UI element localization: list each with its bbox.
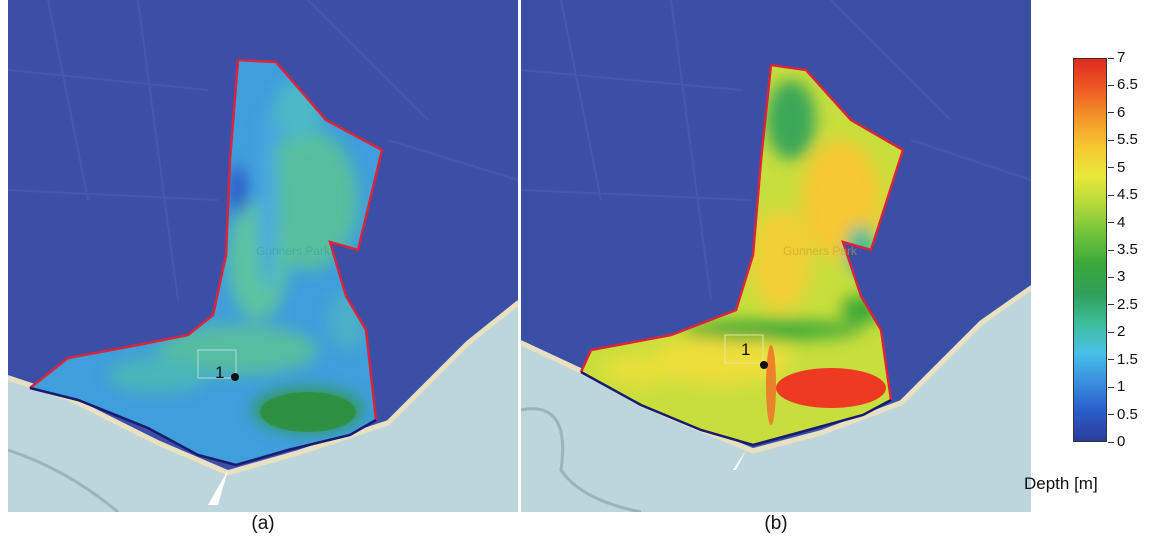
colorbar-tick-label: 7 (1117, 49, 1126, 66)
pier-marker (733, 450, 746, 470)
point-label-1: 1 (741, 340, 750, 359)
flood-map-a: Gunners Park 1 (8, 0, 518, 512)
sea-area (521, 285, 1031, 512)
colorbar-tick-label: 1 (1117, 378, 1126, 396)
coast-boundary (29, 386, 377, 467)
colorbar-tick (1108, 331, 1114, 333)
street-lines (521, 0, 1031, 301)
caption-a: (a) (251, 513, 275, 534)
colorbar-tick-label: 5.5 (1117, 131, 1138, 149)
inset-box (724, 334, 764, 364)
colorbar-tick (1108, 167, 1114, 169)
colorbar-tick (1108, 359, 1114, 361)
domain-boundary-west (579, 64, 773, 373)
channel (8, 448, 119, 512)
channel (521, 407, 642, 512)
colorbar-tick-label: 2.5 (1117, 295, 1138, 313)
flood-map-b: Gunners Park 1 (521, 0, 1031, 512)
colorbar-tick (1108, 194, 1114, 196)
colorbar-tick-label: 4.5 (1117, 186, 1138, 204)
map-panel-a: Gunners Park 1 (8, 0, 518, 512)
colorbar-tick (1108, 386, 1114, 388)
pier-marker (208, 470, 228, 505)
colorbar-tick-label: 3.5 (1117, 241, 1138, 258)
domain-boundary (237, 58, 384, 421)
inset-box (197, 349, 237, 379)
caption-b: (b) (764, 513, 788, 534)
colorbar-tick (1108, 57, 1114, 59)
point-marker-1 (760, 361, 768, 369)
colorbar-tick (1108, 276, 1114, 278)
domain-boundary (770, 63, 905, 401)
colorbar-title: Depth [m] (1024, 474, 1098, 493)
colorbar-tick-label: 5 (1117, 158, 1126, 176)
colorbar-tick-label: 4 (1117, 213, 1126, 231)
point-label-1: 1 (215, 363, 224, 382)
map-panel-b: Gunners Park 1 (521, 0, 1031, 512)
colorbar-tick (1108, 139, 1114, 141)
coast-boundary (580, 370, 892, 447)
street-lines (8, 0, 518, 301)
colorbar-tick (1108, 414, 1114, 416)
colorbar-tick-label: 3 (1117, 268, 1126, 286)
shoreline (8, 301, 518, 476)
colorbar-tick-label: 1.5 (1117, 350, 1138, 368)
map-label-park: Gunners Park (783, 244, 858, 258)
sea-area (8, 300, 518, 512)
colorbar-tick (1108, 112, 1114, 114)
colorbar-tick-label: 6 (1117, 103, 1126, 121)
domain-boundary-west (29, 59, 240, 389)
depth-colorbar (1073, 58, 1107, 442)
colorbar-tick (1108, 222, 1114, 224)
colorbar-tick (1108, 441, 1114, 443)
colorbar-tick-label: 6.5 (1117, 76, 1138, 94)
point-marker-1 (231, 373, 239, 381)
colorbar-tick (1108, 249, 1114, 251)
colorbar-tick-label: 0.5 (1117, 405, 1138, 423)
colorbar-tick-label: 2 (1117, 323, 1126, 341)
colorbar-tick-label: 0 (1117, 433, 1126, 450)
colorbar-tick (1108, 304, 1114, 306)
map-label-park: Gunners Park (256, 244, 331, 258)
colorbar-tick (1108, 84, 1114, 86)
